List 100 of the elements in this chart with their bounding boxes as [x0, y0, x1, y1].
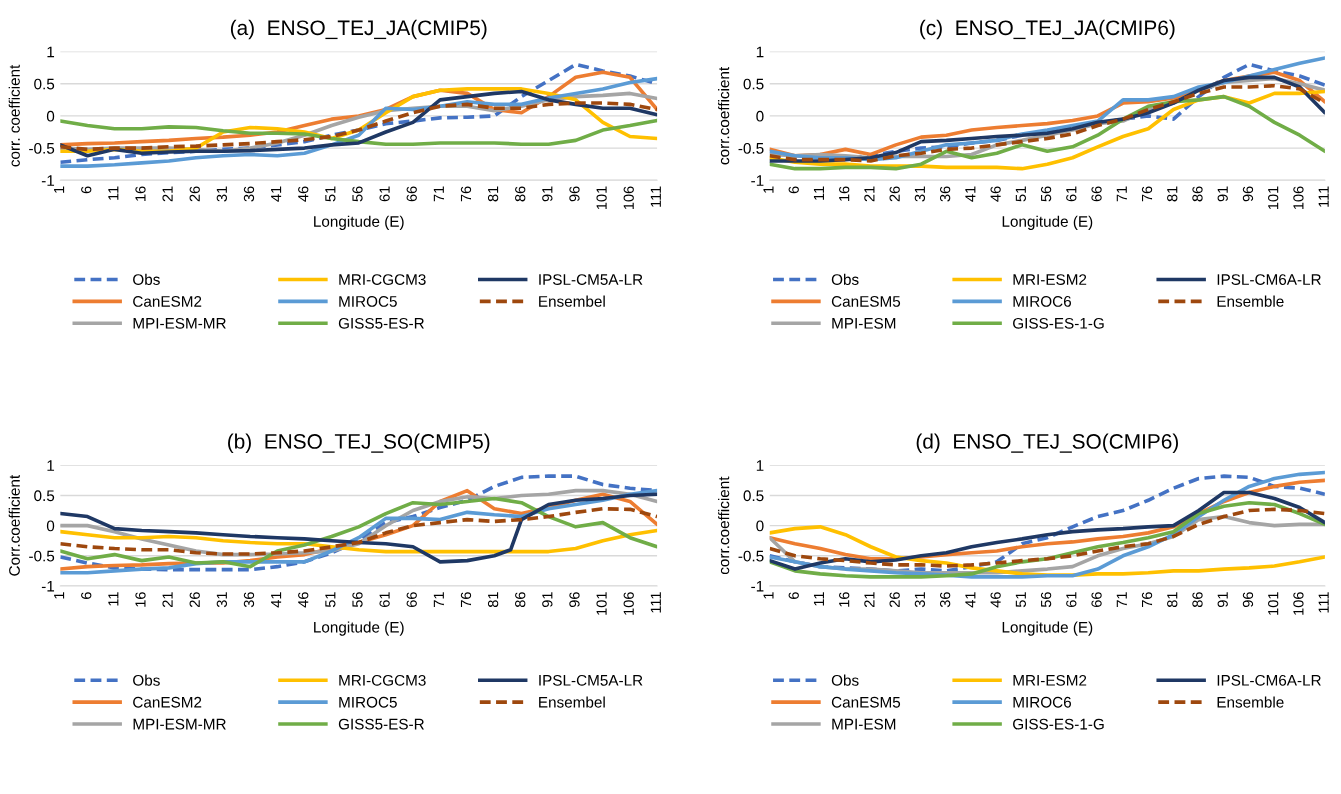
x-tick-label: 101 [596, 592, 607, 615]
x-tick-label: 36 [939, 592, 951, 608]
legend-label: GISS5-ES-R [338, 317, 424, 329]
y-axis-title: Corr.coefficient [8, 474, 20, 576]
x-tick-label: 1 [763, 186, 774, 193]
y-tick-label: -0.5 [29, 142, 55, 154]
x-tick-label: 61 [1066, 186, 1077, 202]
legend-label: CanESM5 [831, 696, 901, 708]
legend-label: MPI-ESM [832, 317, 896, 329]
legend-label: MPI-ESM-MR [133, 317, 226, 329]
y-axis-title: corr.coefficient [718, 476, 730, 575]
y-tick-label: -1 [751, 581, 764, 592]
line-series [60, 118, 658, 147]
x-tick-label: 106 [623, 592, 634, 615]
x-tick-label: 31 [216, 186, 228, 202]
x-axis-title: Longitude (E) [314, 215, 404, 230]
x-tick-label: 66 [406, 592, 417, 608]
legend-label: MRI-ESM2 [1013, 274, 1087, 285]
y-tick-label: 0.5 [743, 78, 764, 90]
x-tick-label: 66 [406, 186, 417, 202]
line-series [60, 76, 658, 168]
legend-label: MIROC6 [1013, 296, 1072, 307]
x-axis-title: Longitude (E) [314, 621, 404, 636]
line-series [60, 506, 658, 556]
x-tick-label: 66 [1091, 186, 1102, 202]
x-tick-label: 51 [1015, 186, 1026, 202]
x-tick-label: 111 [650, 592, 661, 613]
x-tick-label: 41 [965, 592, 976, 608]
x-tick-label: 6 [788, 186, 799, 194]
legend-label: CanESM2 [133, 296, 202, 307]
chart-title: (b) ENSO_TEJ_SO(CMIP5) [228, 433, 490, 453]
legend-label: IPSL-CM6A-LR [1217, 274, 1321, 285]
legend-label: MIROC6 [1013, 696, 1072, 708]
x-axis-title: Longitude (E) [1002, 215, 1093, 230]
x-tick-label: 91 [542, 592, 553, 608]
legend-label: MRI-ESM2 [1013, 674, 1087, 686]
x-tick-label: 56 [1040, 186, 1052, 202]
x-tick-label: 86 [515, 186, 526, 202]
legend-label: Obs [831, 273, 859, 285]
x-tick-label: 96 [1242, 186, 1254, 202]
x-tick-label: 16 [135, 592, 146, 607]
x-tick-label: 86 [515, 592, 526, 608]
y-tick-label: 0 [46, 110, 55, 122]
y-tick-label: 1 [47, 460, 55, 471]
x-tick-label: 46 [298, 186, 309, 202]
legend-label: Obs [133, 674, 160, 686]
x-tick-label: 11 [813, 186, 824, 200]
y-tick-label: 1 [756, 460, 764, 471]
y-tick-label: -1 [41, 581, 55, 592]
x-tick-label: 21 [864, 592, 875, 608]
x-tick-label: 6 [81, 592, 92, 599]
x-tick-label: 66 [1091, 592, 1102, 608]
line-series [60, 101, 658, 152]
x-tick-label: 11 [813, 592, 824, 606]
x-tick-label: 61 [1066, 592, 1077, 608]
y-tick-label: -0.5 [738, 550, 764, 562]
x-tick-label: 56 [352, 592, 363, 608]
x-tick-label: 101 [596, 186, 607, 210]
x-tick-label: 71 [1116, 592, 1127, 607]
x-tick-label: 56 [352, 186, 363, 202]
x-tick-label: 101 [1268, 592, 1279, 615]
x-tick-label: 16 [839, 592, 850, 607]
y-tick-label: 0 [756, 110, 764, 122]
x-tick-label: 76 [1141, 592, 1153, 607]
x-tick-label: 11 [108, 186, 119, 200]
chart-title: (d) ENSO_TEJ_SO(CMIP6) [916, 433, 1178, 453]
legend-label: GISS-ES-1-G [1013, 718, 1104, 730]
y-tick-label: 0.5 [34, 490, 55, 502]
legend-label: IPSL-CM5A-LR [539, 274, 643, 285]
x-tick-label: 46 [990, 592, 1001, 608]
legend-label: MIROC5 [339, 296, 397, 307]
y-tick-label: 0 [756, 520, 764, 532]
x-tick-label: 111 [650, 186, 661, 207]
x-tick-label: 11 [108, 592, 119, 606]
legend-label: MRI-CGCM3 [339, 674, 426, 686]
x-tick-label: 111 [1318, 186, 1329, 207]
legend-label: GISS5-ES-R [338, 718, 424, 730]
x-tick-label: 41 [271, 186, 282, 202]
x-tick-label: 91 [1217, 186, 1228, 202]
x-tick-label: 56 [1040, 592, 1052, 608]
x-tick-label: 71 [1116, 186, 1127, 202]
x-tick-label: 71 [433, 186, 444, 202]
x-tick-label: 61 [379, 592, 390, 608]
x-tick-label: 76 [1141, 186, 1153, 202]
x-tick-label: 41 [271, 592, 282, 608]
legend-label: IPSL-CM5A-LR [539, 674, 643, 686]
x-tick-label: 21 [864, 186, 875, 202]
x-tick-label: 81 [1167, 186, 1178, 202]
x-tick-label: 106 [1293, 186, 1304, 210]
x-tick-label: 51 [1015, 592, 1026, 608]
legend-label: GISS-ES-1-G [1013, 317, 1104, 329]
x-tick-label: 31 [914, 592, 926, 608]
y-tick-label: -0.5 [29, 550, 55, 562]
legend-label: Ensemble [1217, 696, 1284, 708]
x-tick-label: 96 [569, 592, 580, 608]
legend-label: IPSL-CM6A-LR [1217, 674, 1321, 686]
x-tick-label: 51 [325, 592, 336, 608]
legend-label: CanESM2 [133, 696, 202, 708]
chart-title: (c) ENSO_TEJ_JA(CMIP6) [920, 19, 1175, 40]
x-tick-label: 86 [1192, 592, 1203, 608]
